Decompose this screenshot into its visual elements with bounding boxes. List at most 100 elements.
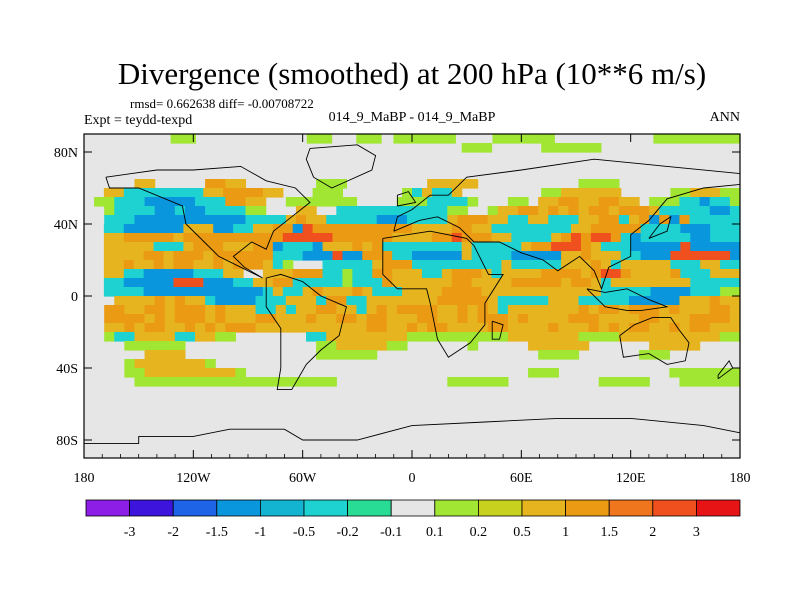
field-cell: [302, 251, 314, 261]
field-cell: [649, 197, 660, 207]
colorbar-label: -0.1: [380, 525, 402, 540]
field-cell: [497, 377, 509, 387]
field-cell: [650, 251, 662, 261]
field-cell: [193, 188, 204, 198]
field-cell: [174, 341, 186, 351]
field-cell: [346, 197, 358, 207]
field-cell: [628, 314, 640, 324]
field-cell: [710, 224, 721, 234]
field-cell: [154, 332, 166, 342]
field-cell: [719, 197, 731, 207]
field-cell: [481, 287, 493, 297]
field-cell: [709, 215, 721, 225]
field-cell: [451, 260, 463, 270]
field-cell: [366, 314, 378, 324]
field-cell: [451, 242, 463, 252]
field-cell: [382, 260, 393, 270]
field-cell: [548, 305, 559, 315]
field-cell: [441, 287, 453, 297]
field-cell: [215, 323, 226, 333]
field-cell: [243, 242, 254, 252]
field-cell: [578, 215, 590, 225]
field-cell: [491, 278, 503, 288]
field-cell: [491, 233, 503, 243]
field-cell: [680, 269, 691, 279]
field-cell: [729, 296, 740, 306]
field-cell: [223, 233, 234, 243]
field-cell: [457, 215, 469, 225]
field-cell: [243, 251, 254, 261]
field-cell: [451, 188, 463, 198]
y-tick-label: 80S: [56, 434, 78, 449]
field-cell: [720, 260, 731, 270]
field-cell: [669, 215, 681, 225]
field-cell: [578, 197, 590, 207]
field-cell: [679, 296, 691, 306]
field-cell: [427, 197, 438, 207]
field-cell: [223, 224, 234, 234]
field-cell: [441, 233, 453, 243]
field-cell: [511, 278, 522, 288]
field-cell: [649, 215, 660, 225]
field-cell: [164, 368, 176, 378]
field-cell: [255, 197, 267, 207]
field-cell: [710, 242, 721, 252]
field-cell: [521, 242, 532, 252]
field-cell: [336, 197, 347, 207]
field-cell: [561, 269, 572, 279]
field-cell: [262, 233, 274, 243]
field-cell: [144, 368, 156, 378]
field-cell: [183, 188, 194, 198]
field-cell: [114, 296, 125, 306]
field-cell: [481, 251, 493, 261]
field-cell: [332, 278, 344, 288]
field-cell: [306, 197, 317, 207]
field-cell: [113, 269, 125, 279]
field-cell: [531, 278, 542, 288]
field-cell: [670, 278, 681, 288]
field-cell: [588, 197, 600, 207]
field-cell: [195, 368, 206, 378]
field-cell: [528, 305, 539, 315]
field-cell: [689, 215, 701, 225]
field-cell: [730, 260, 740, 270]
field-cell: [402, 278, 413, 288]
field-cell: [144, 197, 156, 207]
field-cell: [104, 314, 115, 324]
field-cell: [618, 206, 630, 216]
field-cell: [252, 260, 264, 270]
field-cell: [262, 278, 274, 288]
field-cell: [551, 224, 562, 234]
field-cell: [578, 314, 590, 324]
field-cell: [491, 260, 503, 270]
field-cell: [336, 341, 347, 351]
x-tick-label: 60E: [510, 471, 533, 486]
field-cell: [225, 332, 236, 342]
field-cell: [590, 143, 602, 153]
field-cell: [406, 206, 418, 216]
field-cell: [447, 206, 459, 216]
field-cell: [541, 134, 555, 144]
field-cell: [551, 242, 562, 252]
field-cell: [639, 314, 650, 324]
field-cell: [730, 188, 740, 198]
field-cell: [352, 224, 363, 234]
coastline: [717, 359, 734, 380]
field-cell: [275, 314, 287, 324]
field-cell: [588, 296, 600, 306]
field-cell: [193, 251, 204, 261]
field-cell: [302, 287, 314, 297]
field-cell: [598, 197, 610, 207]
field-cell: [282, 251, 294, 261]
field-cell: [143, 269, 155, 279]
field-cell: [600, 233, 612, 243]
field-cell: [679, 305, 691, 315]
field-cell: [326, 323, 337, 333]
field-cell: [396, 341, 408, 351]
field-cell: [719, 332, 731, 342]
field-cell: [538, 350, 549, 360]
field-cell: [457, 197, 469, 207]
field-cell: [497, 305, 509, 315]
field-cell: [223, 269, 234, 279]
field-cell: [630, 269, 642, 279]
